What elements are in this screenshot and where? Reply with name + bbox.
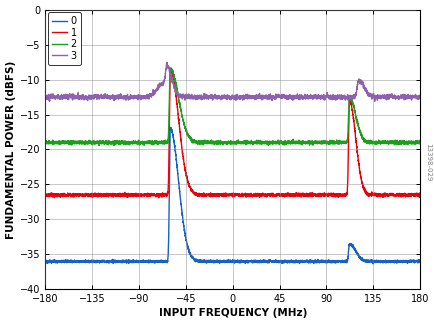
1 [43, 193, 49, 197]
3 [165, 65, 171, 69]
3 [371, 99, 376, 103]
2 [283, 140, 289, 144]
Line: 2: 2 [45, 68, 419, 145]
0 [237, 259, 242, 263]
Line: 3: 3 [45, 63, 419, 101]
Legend: 0, 1, 2, 3: 0, 1, 2, 3 [48, 12, 80, 64]
3 [388, 94, 393, 98]
2 [388, 139, 393, 143]
1 [417, 194, 422, 198]
0 [165, 242, 171, 246]
2 [237, 140, 242, 144]
2 [165, 131, 171, 135]
1 [237, 193, 242, 197]
0 [316, 259, 322, 263]
3 [43, 96, 49, 100]
1 [388, 192, 393, 196]
2 [168, 66, 173, 70]
2 [96, 144, 101, 147]
3 [43, 96, 48, 100]
Line: 0: 0 [45, 127, 419, 264]
3 [283, 96, 289, 100]
3 [316, 96, 322, 100]
0 [369, 262, 375, 266]
2 [43, 141, 48, 145]
1 [283, 193, 289, 197]
3 [164, 61, 169, 64]
1 [165, 177, 171, 181]
1 [43, 194, 48, 198]
0 [388, 260, 393, 264]
Line: 1: 1 [45, 68, 419, 198]
0 [43, 260, 48, 263]
2 [43, 139, 49, 143]
1 [317, 192, 322, 196]
1 [168, 66, 173, 70]
2 [417, 138, 422, 142]
0 [283, 260, 289, 263]
2 [317, 142, 322, 145]
0 [417, 260, 422, 263]
0 [168, 125, 173, 129]
X-axis label: INPUT FREQUENCY (MHz): INPUT FREQUENCY (MHz) [158, 308, 306, 318]
3 [417, 97, 422, 101]
0 [43, 259, 49, 262]
Y-axis label: FUNDAMENTAL POWER (dBFS): FUNDAMENTAL POWER (dBFS) [6, 60, 16, 238]
1 [155, 196, 161, 200]
3 [237, 95, 242, 99]
Text: 13398-029: 13398-029 [424, 143, 431, 181]
